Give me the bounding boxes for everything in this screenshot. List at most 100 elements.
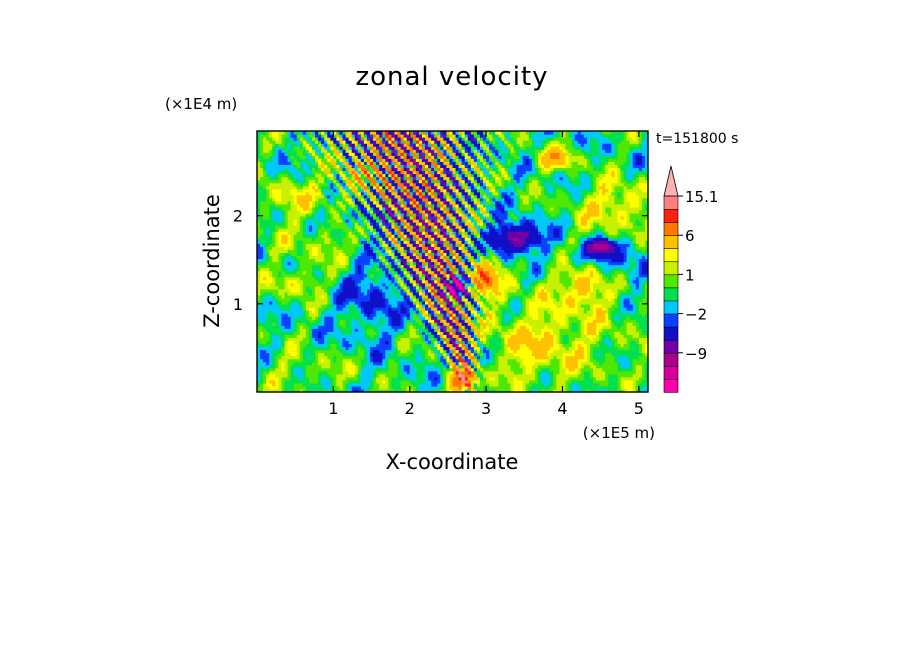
field-cell (568, 346, 573, 351)
field-cell (370, 319, 374, 323)
field-cell (644, 279, 648, 284)
field-cell (434, 279, 438, 284)
field-cell (589, 331, 594, 335)
field-cell (638, 279, 643, 284)
field-cell (443, 313, 447, 317)
field-cell (623, 322, 628, 326)
field-cell (528, 303, 533, 308)
field-cell (565, 300, 570, 305)
field-cell (486, 331, 490, 335)
field-cell (577, 325, 582, 329)
field-cell (534, 313, 539, 317)
field-cell (434, 334, 438, 338)
field-cell (397, 343, 402, 348)
field-cell (275, 285, 279, 290)
field-cell (553, 343, 557, 348)
field-cell (293, 288, 298, 293)
field-cell (501, 352, 506, 357)
field-cell (260, 385, 264, 390)
field-cell (516, 310, 521, 314)
field-cell (565, 364, 570, 369)
field-cell (305, 334, 310, 338)
field-cell (278, 307, 283, 311)
field-cell (400, 331, 405, 335)
field-cell (360, 361, 365, 366)
field-cell (473, 325, 478, 329)
field-cell (376, 355, 380, 360)
field-cell (342, 379, 347, 384)
field-cell (302, 282, 307, 287)
field-cell (333, 364, 338, 369)
field-cell (287, 340, 292, 345)
field-cell (333, 313, 338, 317)
field-cell (443, 303, 447, 308)
field-cell (394, 300, 399, 305)
field-cell (489, 325, 493, 329)
field-cell (446, 307, 451, 311)
field-cell (516, 319, 521, 323)
field-cell (473, 334, 478, 338)
field-cell (354, 358, 359, 363)
field-cell (547, 358, 551, 363)
field-cell (568, 370, 573, 375)
field-cell (302, 276, 307, 281)
field-cell (363, 346, 368, 351)
field-cell (583, 388, 588, 392)
field-cell (452, 352, 457, 357)
field-cell (290, 300, 295, 305)
field-cell (354, 319, 359, 323)
field-cell (580, 279, 585, 284)
field-cell (571, 352, 576, 357)
field-cell (391, 303, 396, 308)
field-cell (315, 382, 319, 387)
field-cell (388, 376, 392, 381)
field-cell (599, 319, 603, 323)
field-cell (315, 370, 319, 375)
field-cell (345, 310, 350, 314)
field-cell (434, 355, 438, 360)
field-cell (510, 331, 515, 335)
field-cell (498, 343, 502, 348)
field-cell (366, 294, 371, 299)
field-cell (272, 382, 276, 387)
field-cell (290, 382, 295, 387)
field-cell (553, 288, 557, 293)
field-cell (412, 285, 417, 290)
field-cell (278, 291, 283, 296)
field-cell (376, 282, 380, 287)
field-cell (644, 331, 648, 335)
field-cell (638, 370, 643, 375)
field-cell (415, 385, 420, 390)
field-cell (452, 364, 457, 369)
field-cell (467, 370, 472, 375)
field-cell (434, 337, 438, 341)
field-cell (565, 297, 570, 302)
field-cell (553, 361, 557, 366)
field-cell (538, 343, 542, 348)
field-cell (428, 352, 432, 357)
field-cell (443, 343, 447, 348)
field-cell (611, 276, 615, 281)
field-cell (360, 273, 365, 278)
field-cell (534, 279, 539, 284)
field-cell (269, 346, 273, 351)
field-cell (437, 382, 441, 387)
field-cell (351, 291, 356, 296)
field-cell (400, 382, 405, 387)
field-cell (620, 355, 625, 360)
field-cell (266, 307, 270, 311)
field-cell (330, 276, 334, 281)
field-cell (321, 276, 325, 281)
field-cell (608, 300, 612, 305)
field-cell (635, 303, 640, 308)
field-cell (522, 328, 527, 332)
field-cell (376, 364, 380, 369)
field-cell (641, 331, 646, 335)
field-cell (296, 294, 301, 299)
field-cell (431, 358, 435, 363)
field-cell (638, 319, 643, 323)
field-cell (577, 313, 582, 317)
field-cell (626, 358, 631, 363)
field-cell (281, 297, 286, 302)
field-cell (602, 388, 606, 392)
